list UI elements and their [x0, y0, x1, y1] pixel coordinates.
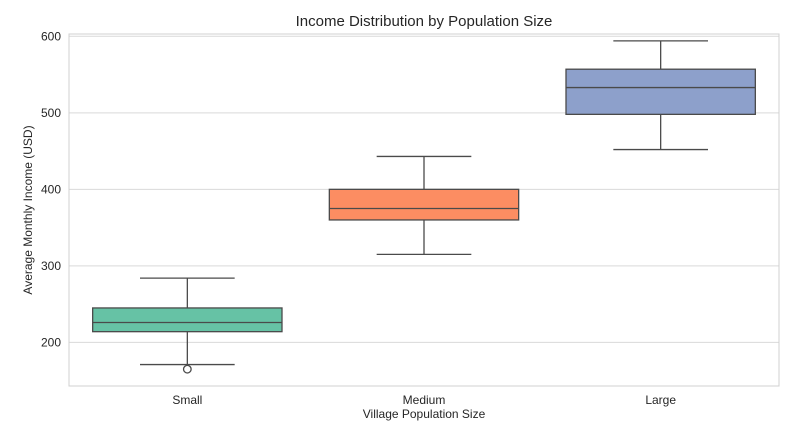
plot-frame	[68, 33, 780, 387]
chart-title: Income Distribution by Population Size	[296, 13, 553, 30]
y-tick-labels: 200 300 400 500 600	[41, 29, 61, 349]
iqr-box	[565, 68, 756, 115]
box-small	[92, 277, 283, 374]
y-tick-label: 300	[41, 259, 61, 273]
iqr-box	[328, 188, 520, 221]
y-tick-label: 600	[41, 29, 61, 43]
iqr-box	[92, 307, 283, 333]
box-large	[565, 40, 756, 151]
x-tick-label: Small	[172, 393, 202, 407]
x-tick-label: Large	[645, 393, 676, 407]
y-tick-label: 200	[41, 335, 61, 349]
x-tick-label: Medium	[403, 393, 446, 407]
box-medium	[328, 155, 520, 256]
y-tick-label: 400	[41, 182, 61, 196]
x-tick-labels: Small Medium Large	[172, 393, 676, 407]
boxes	[92, 40, 756, 374]
x-axis-label: Village Population Size	[363, 407, 486, 421]
y-tick-label: 500	[41, 106, 61, 120]
outlier-point	[182, 364, 192, 374]
y-axis-label: Average Monthly Income (USD)	[21, 125, 35, 294]
